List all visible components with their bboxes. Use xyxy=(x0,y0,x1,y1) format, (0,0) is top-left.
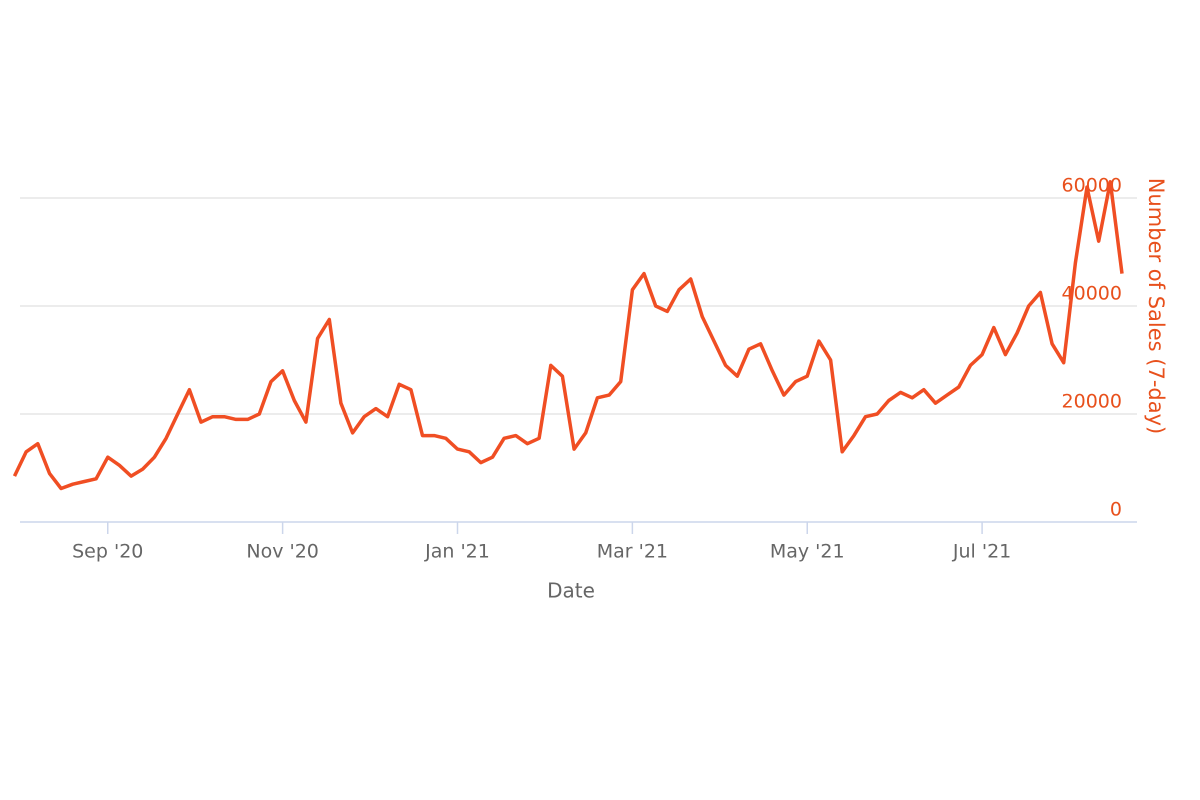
y-axis-title: Number of Sales (7-day) xyxy=(1144,178,1168,434)
x-tick-label: Sep '20 xyxy=(72,541,143,563)
y-tick-label: 20000 xyxy=(1062,391,1122,413)
x-tick-label: Nov '20 xyxy=(246,541,319,563)
x-axis-title: Date xyxy=(547,579,595,603)
x-tick-label: Jul '21 xyxy=(952,541,1011,563)
x-tick-label: Mar '21 xyxy=(597,541,668,563)
x-tick-label: May '21 xyxy=(770,541,845,563)
y-tick-label: 40000 xyxy=(1062,283,1122,305)
y-tick-label: 0 xyxy=(1110,499,1122,521)
x-tick-label: Jan '21 xyxy=(424,541,490,563)
line xyxy=(12,180,1124,491)
